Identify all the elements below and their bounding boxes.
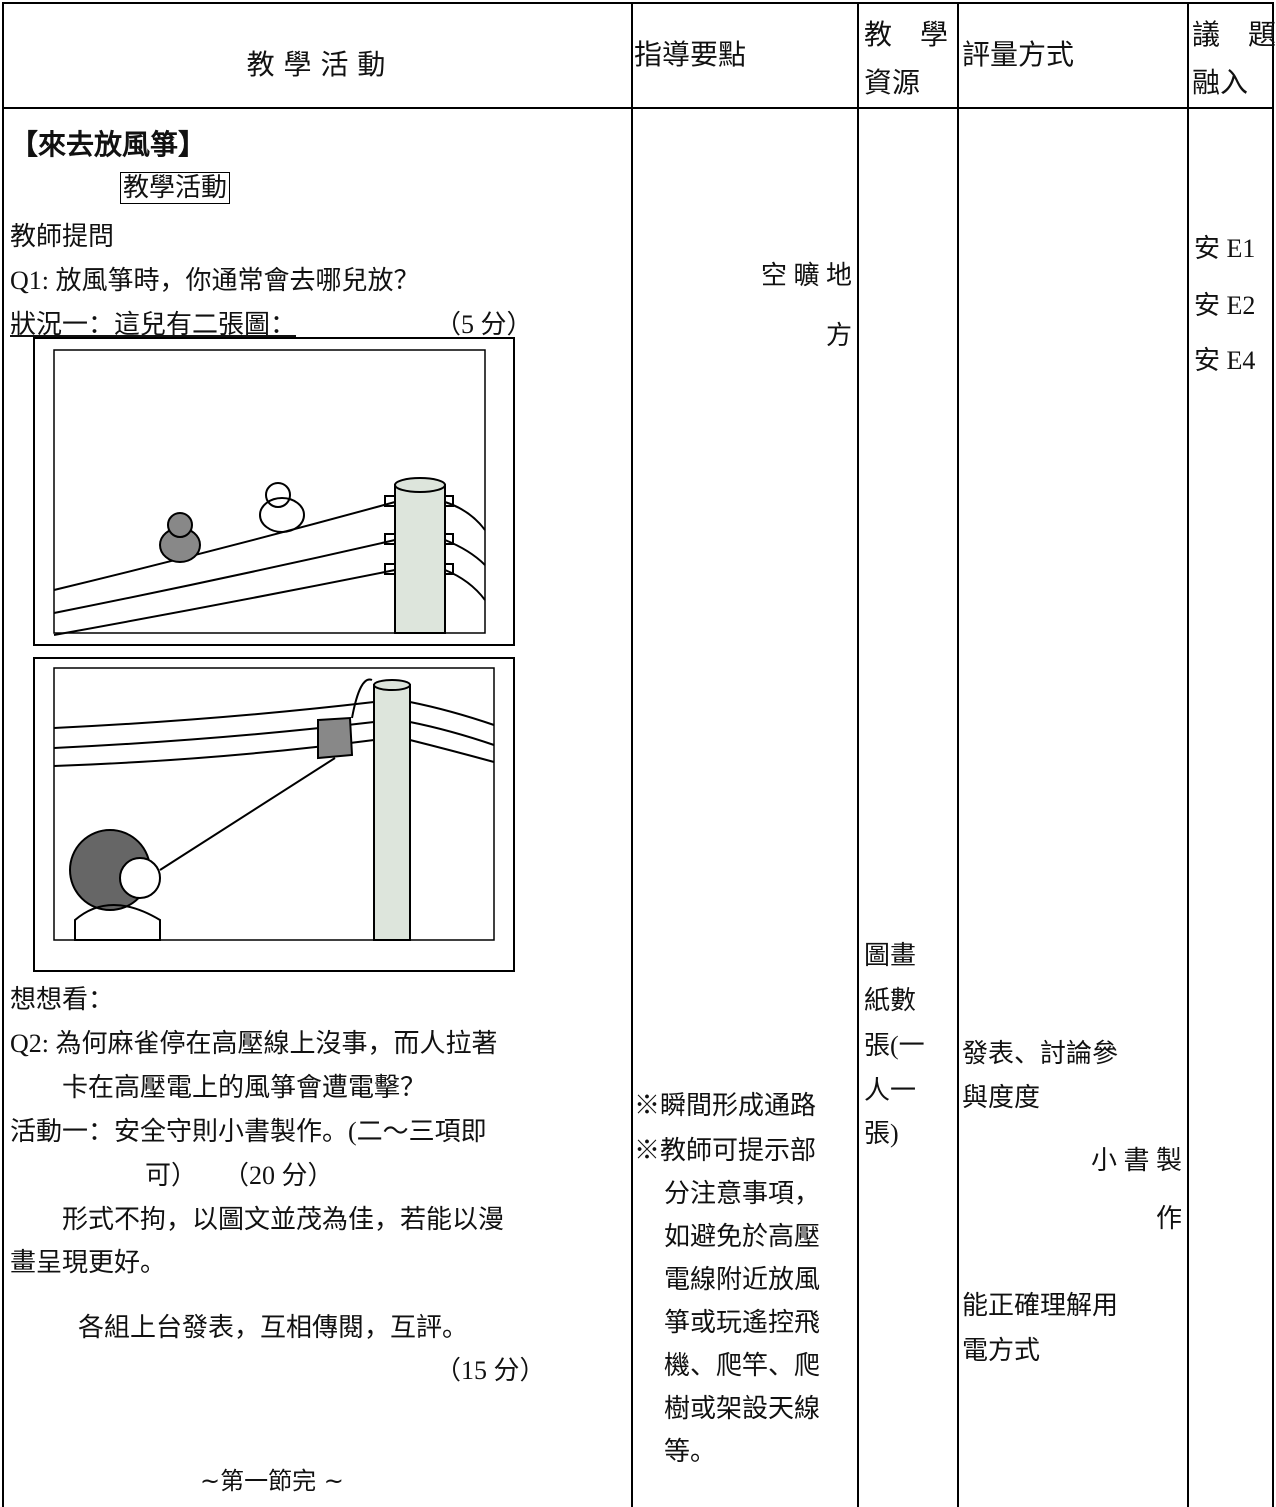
header-cell: 指導要點 [634, 38, 747, 71]
text-line: 狀況一：這兒有二張圖： [10, 310, 297, 339]
header-cell: 資源 [864, 66, 921, 99]
text-line: 教師提問 [10, 222, 115, 251]
text-line: （5 分） [435, 310, 533, 339]
border [2, 2, 4, 1507]
text-line: Q1: 放風箏時，你通常會去哪兒放？ [10, 266, 420, 295]
text-line: 張(一 [864, 1031, 925, 1060]
text-line: 形式不拘，以圖文並茂為佳，若能以漫 [62, 1205, 505, 1234]
border [1272, 2, 1274, 1507]
text-line: ※瞬間形成通路 [634, 1091, 817, 1120]
text-line: 紙數 [864, 986, 917, 1015]
text-line: ~第一節完 ~ [200, 1467, 344, 1495]
text-line: 方 [825, 321, 852, 350]
border [631, 2, 633, 1507]
label: 教學活動 [120, 172, 231, 204]
header-cell: 教 學 活 動 [246, 48, 386, 81]
text-line: 樹或架設天線 [664, 1394, 821, 1423]
text-line: ※教師可提示部 [634, 1136, 817, 1165]
text-line: （15 分） [435, 1356, 546, 1385]
text-line: 圖畫 [864, 941, 917, 970]
border [957, 2, 959, 1507]
text-line: 小 書 製 [1090, 1146, 1182, 1175]
text-line: 人一 [864, 1076, 917, 1105]
text-line: 張) [864, 1119, 899, 1148]
illustrations [33, 337, 515, 972]
header-cell: 融入 [1192, 66, 1249, 99]
text-line: 能正確理解用 [962, 1291, 1119, 1320]
text-line: 如避免於高壓 [664, 1222, 821, 1251]
text-line: 安 E4 [1194, 346, 1256, 375]
text-line: 想想看： [10, 985, 115, 1014]
border [1187, 2, 1189, 1507]
border [2, 107, 1274, 109]
header-cell: 評量方式 [962, 38, 1075, 71]
text-line: 安 E1 [1194, 234, 1256, 263]
text-line: 等。 [664, 1437, 717, 1466]
text-line: 畫呈現更好。 [10, 1248, 167, 1277]
text-line: 安 E2 [1194, 291, 1256, 320]
text-line: 箏或玩遙控飛 [664, 1308, 821, 1337]
text-line: 分注意事項， [664, 1179, 821, 1208]
text-line: 機、爬竿、爬 [664, 1351, 821, 1380]
text-line: 活動一：安全守則小書製作。(二～三項即 [10, 1117, 487, 1146]
text-line: 電線附近放風 [664, 1265, 821, 1294]
text-line: 可） （20 分） [145, 1161, 334, 1190]
text-line: Q2: 為何麻雀停在高壓線上沒事，而人拉著 [10, 1029, 498, 1058]
border [857, 2, 859, 1507]
text-line: 電方式 [962, 1336, 1041, 1365]
border [2, 2, 1274, 4]
header-cell: 教 學 [864, 18, 949, 51]
text-line: 卡在高壓電上的風箏會遭電擊？ [62, 1073, 427, 1102]
text-line: 與度度 [962, 1083, 1041, 1112]
text-line: 作 [1155, 1204, 1182, 1233]
text-line: 各組上台發表，互相傳閱，互評。 [78, 1313, 469, 1342]
text-line: 發表、討論參 [962, 1039, 1119, 1068]
title: 【來去放風箏】 [10, 128, 207, 161]
text-line: 空 曠 地 [760, 261, 852, 290]
header-cell: 議 題 [1192, 18, 1276, 51]
